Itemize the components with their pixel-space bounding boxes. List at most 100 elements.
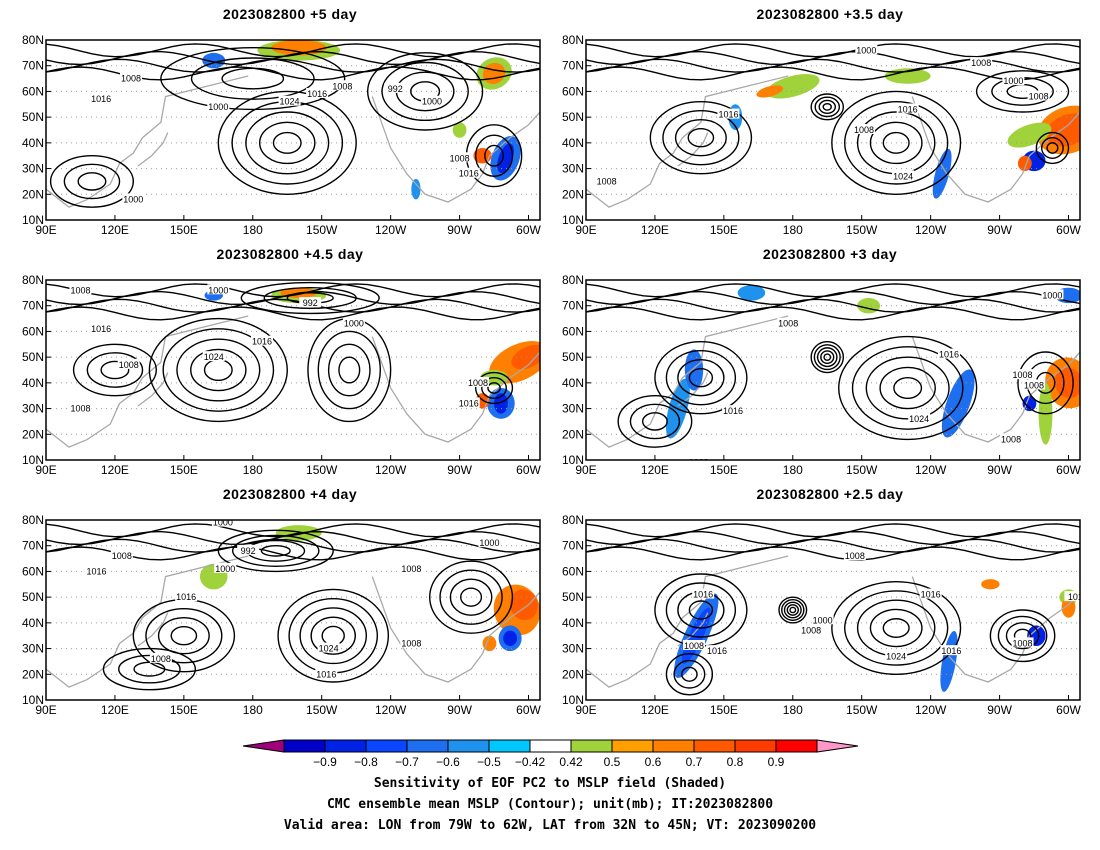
contour-label-bg (1064, 591, 1080, 602)
mslp-contour (162, 328, 275, 412)
panel-title: 2023082800 +3 day (762, 246, 898, 262)
mslp-contour (586, 306, 1080, 321)
contour-label-bg (211, 520, 234, 527)
contour-label-bg (682, 640, 705, 650)
mslp-contour (217, 529, 334, 573)
colorbar-segment (734, 739, 777, 753)
contour-label-bg (331, 80, 354, 91)
colorbar-label: 0.7 (686, 755, 703, 769)
lon-tick-label: 120E (641, 463, 669, 477)
mslp-contour (231, 534, 320, 567)
lat-tick-label: 50N (22, 350, 44, 364)
lat-tick-label: 80N (562, 513, 584, 527)
mslp-contour (879, 366, 936, 410)
contour-label-bg (69, 402, 92, 413)
mslp-contour (641, 412, 668, 431)
contour-label-bg (892, 170, 915, 181)
lon-tick-label: 180 (783, 703, 803, 717)
contour-label: 1016 (693, 590, 713, 600)
contour-label-bg (207, 284, 230, 295)
lat-tick-label: 80N (562, 273, 584, 287)
contour-label-bg (250, 335, 273, 346)
colorbar-label: 0.6 (645, 755, 662, 769)
mslp-contour (865, 356, 950, 420)
sensitivity-shading (1054, 367, 1080, 399)
mslp-contour (778, 596, 808, 624)
mslp-contour (1046, 142, 1059, 154)
mslp-contour (665, 350, 737, 406)
panel-plus-5-day: 2023082800 +5 day 1008 1016 1000 1024 1016 10… (20, 6, 560, 238)
lon-tick-label: 150E (710, 703, 738, 717)
mslp-contour (869, 608, 923, 648)
lat-tick-label: 50N (562, 350, 584, 364)
contour-label-bg (717, 108, 740, 119)
contour-label-bg (149, 652, 172, 663)
mslp-contour (327, 343, 371, 397)
lat-tick-label: 70N (22, 59, 44, 73)
sensitivity-shading (473, 148, 492, 164)
contour-label: 1008 (332, 81, 352, 91)
lon-tick-label: 90E (35, 463, 56, 477)
lon-tick-label: 90W (987, 463, 1012, 477)
panel-title: 2023082800 +3.5 day (756, 6, 904, 22)
coastline (137, 372, 169, 407)
mslp-contour (786, 604, 800, 616)
mslp-contour (429, 560, 514, 634)
mslp-contour (687, 128, 715, 148)
sensitivity-shading (452, 122, 467, 138)
coastline (911, 336, 1080, 443)
lat-tick-label: 60N (562, 564, 584, 578)
colorbar-label: 0.9 (768, 755, 785, 769)
map-plus-4-day: 1000 1008 992 1016 1000 1008 1016 1000 1024 1016 1… (22, 513, 542, 717)
mslp-contour (46, 530, 540, 546)
mslp-contour (46, 306, 540, 321)
lon-tick-label: 90E (575, 463, 596, 477)
lat-tick-label: 10N (562, 693, 584, 707)
mslp-contour (882, 618, 910, 638)
contour-label: 1016 (316, 669, 336, 679)
map-frame (45, 39, 541, 221)
mslp-contour (72, 343, 157, 397)
contour-label-bg (722, 405, 745, 416)
lat-tick-label: 30N (562, 642, 584, 656)
contour-label-bg (207, 100, 230, 111)
lat-tick-label: 20N (22, 427, 44, 441)
sensitivity-shading (756, 85, 784, 98)
mslp-contour (816, 347, 838, 368)
lon-tick-label: 60W (516, 463, 541, 477)
lon-tick-label: 120W (375, 223, 407, 237)
contour-label-bg (85, 565, 108, 576)
contour-label-bg (853, 124, 876, 134)
mslp-contour (46, 50, 540, 66)
mslp-contour (586, 298, 1080, 313)
colorbar: −0.9 −0.8 −0.7 −0.6 −0.5 −0.42 0.42 0.5 0.6 0.7 0.… (242, 739, 859, 769)
lat-tick-label: 20N (22, 187, 44, 201)
lon-tick-label: 90W (987, 223, 1012, 237)
contour-label-bg (687, 456, 710, 460)
mslp-contour (586, 58, 1080, 73)
contour-label-bg (595, 175, 618, 186)
mslp-contour (823, 353, 832, 361)
mslp-contour (86, 352, 144, 388)
contour-label-bg (1023, 379, 1046, 390)
mslp-contour (882, 131, 910, 154)
contour-label-bg (122, 193, 145, 204)
sensitivity-shading (1007, 122, 1052, 148)
contour-label: 1008 (70, 285, 90, 295)
map-frame (585, 279, 1081, 461)
lat-tick-label: 60N (562, 84, 584, 98)
contour-label-bg (940, 645, 963, 656)
contour-label: 1000 (123, 194, 143, 204)
contour-label-bg (317, 642, 340, 653)
mslp-contour (783, 601, 802, 619)
lon-tick-label: 120W (915, 703, 947, 717)
mslp-contour (851, 346, 964, 430)
contour-label: 1024 (886, 651, 906, 661)
colorbar-label: −0.9 (313, 755, 337, 769)
mslp-contour (460, 587, 483, 607)
mslp-contour (629, 403, 681, 440)
colorbar-segment (693, 739, 736, 753)
lon-tick-label: 90E (35, 223, 56, 237)
caption-line-3: Valid area: LON from 79W to 62W, LAT fro… (283, 818, 817, 833)
lat-tick-label: 20N (562, 187, 584, 201)
